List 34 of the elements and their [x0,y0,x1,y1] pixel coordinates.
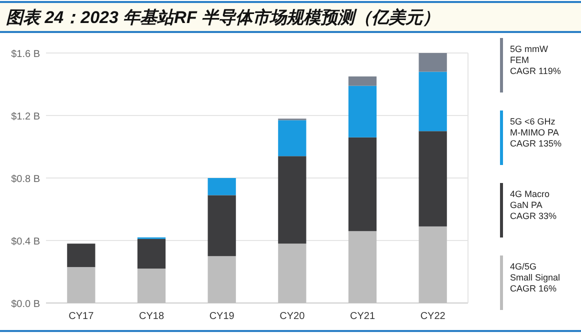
x-tick-label: CY20 [280,311,306,322]
y-tick-label: $1.2 B [11,112,40,122]
bar [67,244,96,268]
bar [278,120,306,156]
bar [418,72,447,132]
bar [208,195,236,256]
x-tick-label: CY22 [420,311,446,322]
x-tick-label: CY18 [138,311,164,322]
text: 5G <6 GHz M-MIMO PA CAGR 135% [510,116,562,148]
bar [137,238,166,269]
bar [208,256,236,303]
text: 5G mmW FEM CAGR 119% [510,44,561,76]
bar [278,156,306,244]
bar [418,131,447,226]
y-tick-label: $1.6 B [11,49,40,60]
x-tick-label: CY19 [209,311,235,322]
bar [348,76,377,86]
y-tick-label: $0.8 B [11,174,40,185]
x-tick-label: CY21 [350,311,376,322]
bar [348,231,377,303]
bar [67,267,96,303]
text: 4G/5G Small Signal CAGR 16% [510,262,560,294]
bar [348,86,377,138]
chart-title: 图表 24：2023 年基站RF 半导体市场规模预测（亿美元） [6,7,440,27]
x-tick-label: CY17 [68,311,94,322]
text: 4G Macro GaN PA CAGR 33% [510,189,557,221]
bar [208,178,236,196]
y-tick-label: $0.0 B [11,299,40,310]
bar [418,226,447,303]
bar [137,268,166,303]
bar [418,53,447,72]
y-tick-label: $0.4 B [11,236,40,248]
bar [348,137,377,232]
bar [278,244,306,303]
